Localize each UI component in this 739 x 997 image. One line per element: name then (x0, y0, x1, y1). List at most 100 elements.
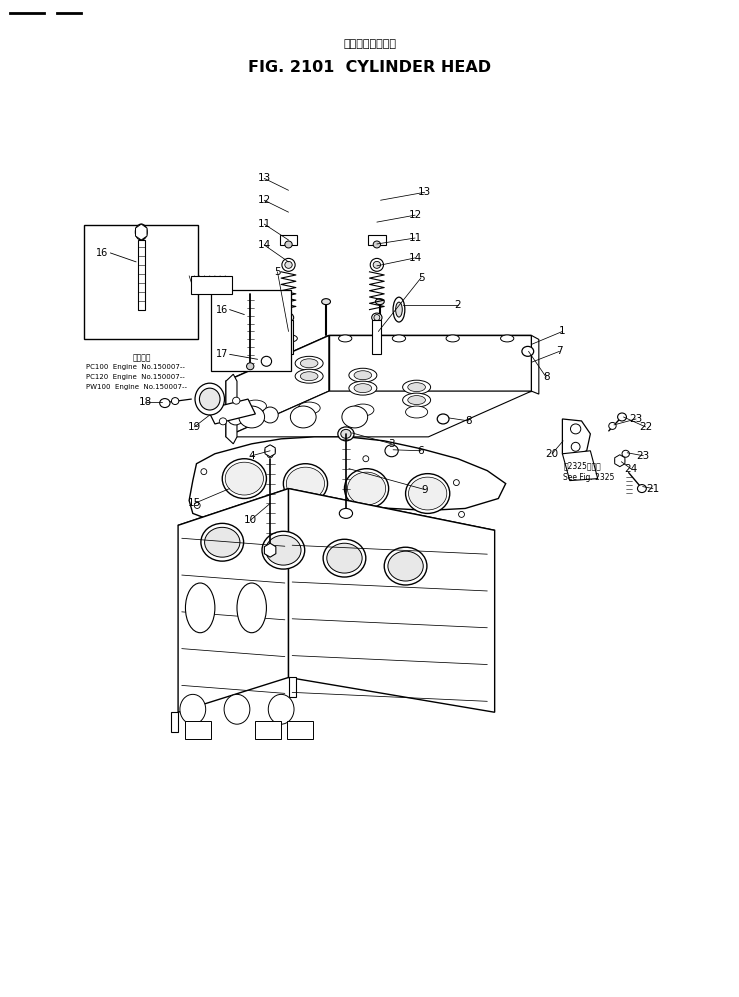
Ellipse shape (285, 261, 292, 268)
Ellipse shape (327, 543, 362, 573)
Ellipse shape (437, 414, 449, 424)
Text: 13: 13 (418, 187, 432, 197)
Ellipse shape (201, 469, 207, 475)
Polygon shape (178, 489, 494, 568)
Polygon shape (288, 489, 494, 712)
Ellipse shape (268, 694, 294, 724)
Text: See Fig. 2325: See Fig. 2325 (563, 474, 615, 483)
Ellipse shape (283, 464, 327, 503)
Ellipse shape (349, 368, 377, 382)
Text: 図2325図参照: 図2325図参照 (563, 462, 601, 471)
Ellipse shape (222, 459, 267, 498)
Text: 9: 9 (421, 485, 428, 495)
Text: 23: 23 (637, 451, 650, 461)
Ellipse shape (268, 452, 273, 458)
Ellipse shape (347, 473, 386, 504)
Ellipse shape (160, 399, 170, 408)
Ellipse shape (205, 527, 240, 557)
Ellipse shape (395, 302, 402, 317)
Bar (368, 235, 386, 245)
Text: 19: 19 (188, 422, 201, 432)
Text: 17: 17 (217, 349, 229, 359)
Polygon shape (135, 224, 147, 240)
Ellipse shape (247, 347, 265, 356)
Ellipse shape (638, 485, 647, 493)
Ellipse shape (385, 445, 398, 457)
Ellipse shape (375, 299, 384, 305)
Text: 22: 22 (639, 422, 653, 432)
Ellipse shape (233, 397, 240, 404)
Ellipse shape (237, 583, 267, 633)
Bar (191, 276, 232, 294)
Ellipse shape (363, 456, 369, 462)
Text: 8: 8 (543, 372, 550, 382)
Polygon shape (288, 677, 296, 697)
Text: PW100  Engine  No.150007--: PW100 Engine No.150007-- (86, 384, 187, 390)
Text: 16: 16 (217, 305, 228, 315)
Polygon shape (171, 712, 178, 732)
Ellipse shape (185, 583, 215, 633)
Text: 21: 21 (647, 484, 660, 494)
Ellipse shape (392, 335, 406, 342)
Polygon shape (208, 399, 256, 424)
Ellipse shape (219, 418, 227, 425)
Ellipse shape (242, 344, 270, 358)
Polygon shape (531, 335, 539, 394)
Ellipse shape (344, 469, 389, 508)
Ellipse shape (388, 551, 423, 581)
Polygon shape (265, 445, 275, 457)
Ellipse shape (609, 423, 616, 430)
Bar (284, 320, 293, 354)
Ellipse shape (265, 446, 275, 456)
Polygon shape (265, 543, 276, 557)
Text: 15: 15 (188, 498, 201, 508)
Ellipse shape (618, 413, 627, 421)
Bar (256, 721, 281, 739)
Text: 12: 12 (409, 210, 422, 220)
Ellipse shape (522, 346, 534, 356)
Ellipse shape (341, 430, 351, 439)
Ellipse shape (571, 443, 580, 452)
Ellipse shape (282, 258, 295, 271)
Ellipse shape (247, 360, 265, 369)
Ellipse shape (409, 478, 447, 509)
Ellipse shape (231, 335, 244, 342)
Ellipse shape (285, 315, 291, 320)
Ellipse shape (323, 539, 366, 577)
Ellipse shape (225, 463, 264, 496)
Text: 16: 16 (95, 248, 108, 258)
Ellipse shape (571, 424, 581, 434)
Text: FIG. 2101  CYLINDER HEAD: FIG. 2101 CYLINDER HEAD (248, 60, 491, 75)
Text: 5: 5 (274, 267, 281, 277)
Ellipse shape (298, 402, 320, 414)
Bar (137, 240, 145, 310)
Ellipse shape (374, 315, 380, 320)
Ellipse shape (372, 313, 382, 322)
Text: 1: 1 (559, 326, 565, 336)
Bar (185, 721, 211, 739)
Bar (287, 721, 313, 739)
Ellipse shape (286, 468, 324, 499)
Ellipse shape (242, 357, 270, 371)
Bar (372, 320, 381, 354)
Ellipse shape (370, 258, 384, 271)
Ellipse shape (454, 480, 460, 486)
Ellipse shape (403, 380, 431, 394)
Polygon shape (226, 335, 329, 437)
Ellipse shape (284, 335, 297, 342)
Bar (84, 225, 198, 339)
Ellipse shape (459, 511, 465, 517)
Bar (279, 235, 297, 245)
Text: 3: 3 (388, 439, 395, 449)
Ellipse shape (352, 404, 374, 416)
Ellipse shape (349, 381, 377, 395)
Polygon shape (615, 455, 625, 467)
Text: PC120  Engine  No.150007--: PC120 Engine No.150007-- (86, 374, 185, 380)
Text: 4: 4 (248, 451, 255, 461)
Ellipse shape (393, 297, 405, 322)
Ellipse shape (354, 384, 372, 393)
Ellipse shape (295, 356, 323, 370)
Ellipse shape (406, 474, 450, 513)
Ellipse shape (300, 359, 318, 368)
Text: 通用当房: 通用当房 (132, 353, 151, 362)
